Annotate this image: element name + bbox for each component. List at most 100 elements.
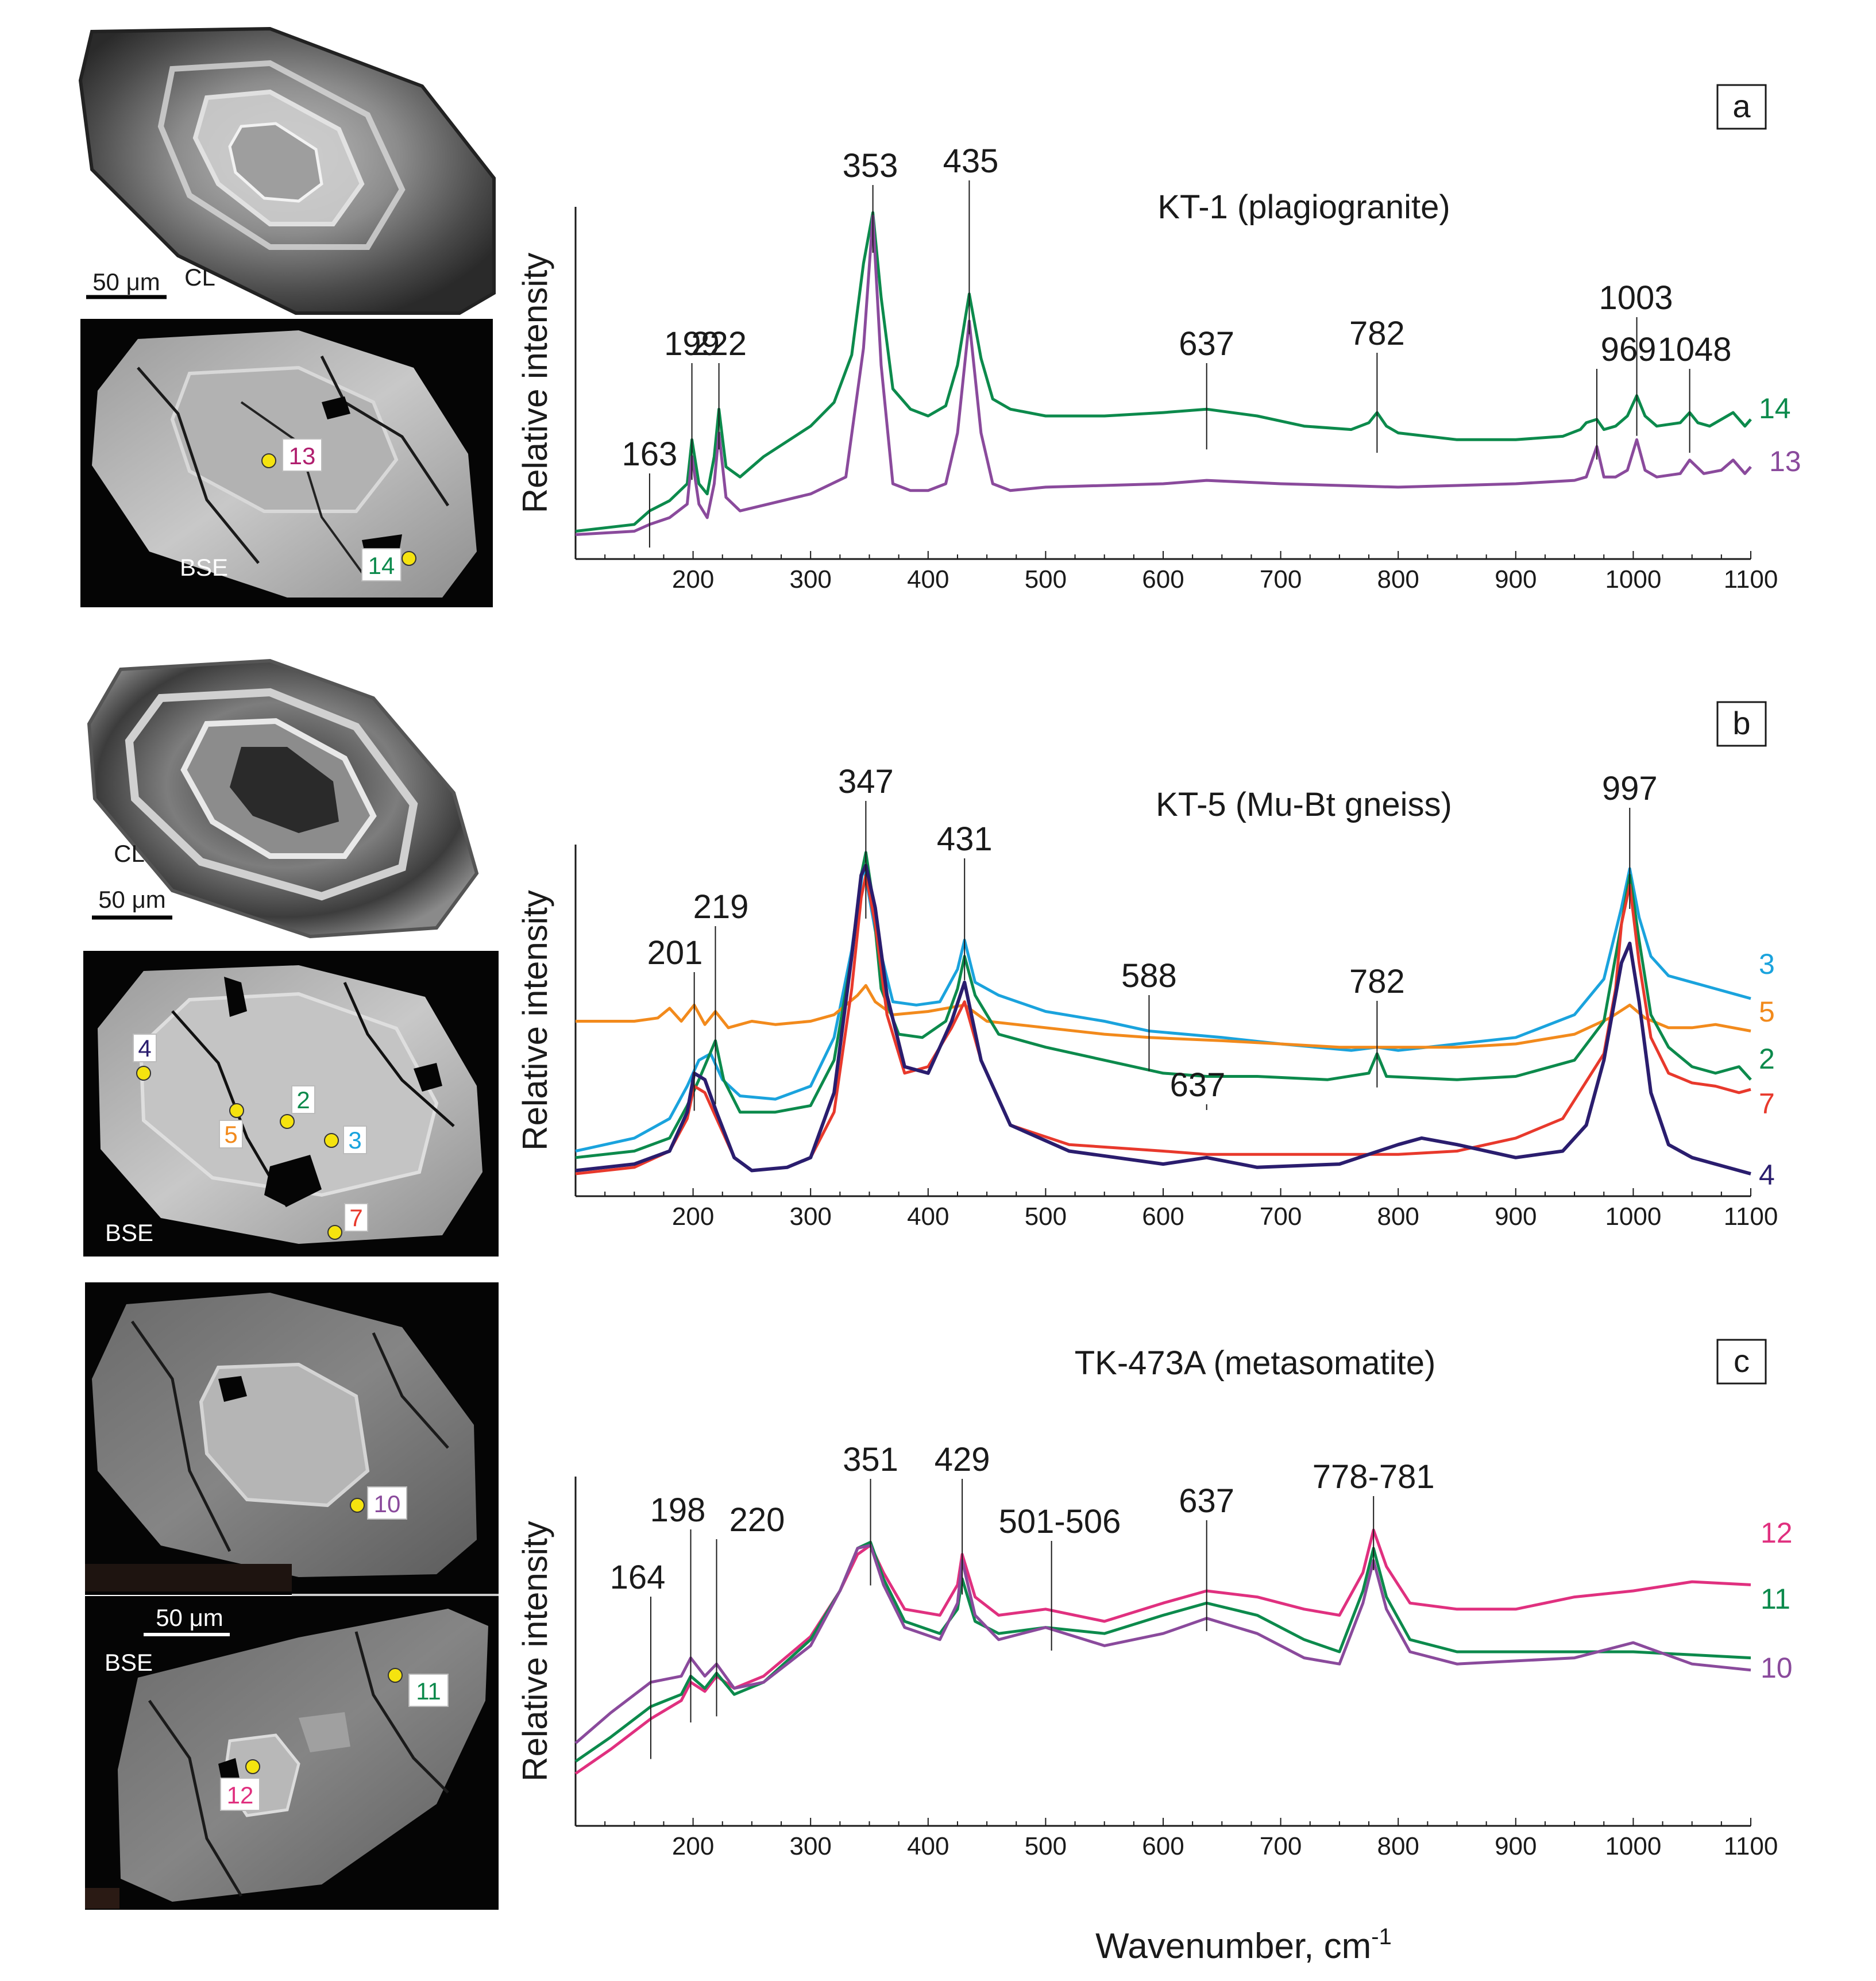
x-tick-label-b-800: 800	[1377, 1203, 1419, 1231]
spot-dot-5	[229, 1103, 244, 1118]
series-line-a-13	[575, 214, 1752, 536]
annotation-label-b-201: 201	[647, 934, 703, 972]
scale-banner-c	[85, 1564, 292, 1591]
spot-label-4: 4	[138, 1035, 151, 1062]
series-line-b-2	[575, 851, 1752, 1159]
spot-11: 11	[388, 1668, 449, 1707]
annotation-label-c-779: 778-781	[1313, 1458, 1435, 1496]
x-tick-label-a-800: 800	[1377, 565, 1419, 593]
spot-dot-7	[327, 1225, 342, 1240]
annotation-label-c-637: 637	[1179, 1482, 1234, 1520]
x-tick-label-c-1100: 1100	[1724, 1832, 1778, 1860]
x-tick-label-c-800: 800	[1377, 1832, 1419, 1860]
x-tick-label-a-1100: 1100	[1724, 565, 1778, 593]
annotation-label-a-782: 782	[1349, 315, 1405, 352]
spot-dot-10	[350, 1498, 365, 1513]
spot-label-14: 14	[368, 552, 395, 579]
spot-label-5: 5	[224, 1121, 237, 1148]
x-tick-label-b-200: 200	[672, 1203, 714, 1231]
x-tick-label-a-200: 200	[672, 565, 714, 593]
spot-label-box-14	[361, 548, 402, 581]
x-axis-label: Wavenumber, cm-1	[1095, 1924, 1392, 1966]
spot-label-box-4	[133, 1034, 157, 1062]
series-label-b-2: 2	[1759, 1043, 1775, 1075]
annotation-label-a-435: 435	[943, 142, 999, 180]
series-label-c-11: 11	[1761, 1583, 1790, 1615]
spot-10: 10	[350, 1486, 407, 1520]
spot-14: 14	[361, 548, 416, 581]
annotation-label-b-588: 588	[1121, 957, 1177, 995]
series-line-a-14	[575, 211, 1752, 533]
x-tick-label-c-200: 200	[672, 1832, 714, 1860]
x-tick-label-b-400: 400	[907, 1203, 949, 1231]
bse-grain-b	[98, 965, 482, 1244]
chart-title-a: KT-1 (plagiogranite)	[1157, 188, 1450, 226]
panel-letter-box-b	[1716, 701, 1767, 747]
annotation-label-a-1048: 1048	[1657, 331, 1731, 368]
x-tick-label-c-600: 600	[1142, 1832, 1184, 1860]
spot-label-box-3	[343, 1126, 367, 1154]
x-tick-label-b-500: 500	[1025, 1203, 1067, 1231]
image-panel-a: 50 μm CL BSE 13 14	[78, 26, 496, 607]
cl-label-b: CL	[114, 840, 145, 867]
x-tick-label-a-600: 600	[1142, 565, 1184, 593]
scale-label-a: 50 μm	[92, 268, 160, 295]
annotation-label-b-637: 637	[1170, 1066, 1226, 1104]
scale-label-c: 50 μm	[156, 1604, 223, 1631]
x-tick-label-a-900: 900	[1495, 565, 1537, 593]
annotation-label-a-637: 637	[1179, 325, 1234, 363]
spot-7: 7	[327, 1203, 368, 1240]
spot-dot-12	[245, 1759, 260, 1774]
spot-label-13: 13	[289, 442, 316, 469]
series-label-c-10: 10	[1761, 1652, 1793, 1684]
annotation-label-a-163: 163	[622, 435, 678, 473]
x-tick-label-b-700: 700	[1260, 1203, 1302, 1231]
panel-letter-box-c	[1716, 1339, 1767, 1385]
spot-label-11: 11	[416, 1678, 441, 1705]
spot-3: 3	[324, 1126, 367, 1154]
annotation-label-c-198: 198	[650, 1491, 706, 1529]
series-label-a-14: 14	[1759, 392, 1791, 425]
annotation-label-a-353: 353	[843, 147, 898, 184]
annotation-label-b-431: 431	[937, 820, 993, 858]
series-label-b-3: 3	[1759, 948, 1775, 980]
spot-dot-3	[324, 1133, 339, 1148]
spot-label-10: 10	[374, 1490, 401, 1517]
spot-label-12: 12	[227, 1782, 254, 1809]
cl-label-a: CL	[184, 264, 215, 291]
x-tick-label-b-1000: 1000	[1605, 1203, 1661, 1231]
x-tick-label-a-500: 500	[1025, 565, 1067, 593]
y-axis-label-c: Relative intensity	[516, 1521, 554, 1782]
bse-label-c: BSE	[105, 1649, 153, 1676]
annotation-label-c-505: 501-506	[999, 1503, 1121, 1540]
spot-label-box-7	[344, 1203, 368, 1232]
series-label-b-7: 7	[1759, 1088, 1775, 1120]
y-axis-label-b: Relative intensity	[516, 890, 554, 1151]
chart-panel-b: 200 300 400 500 600 700 800 900 1000 1100 Relative…	[516, 701, 1778, 1231]
annotation-label-c-164: 164	[610, 1559, 666, 1596]
corner-mark-c	[85, 1888, 119, 1909]
spot-dot-11	[388, 1668, 403, 1683]
spot-12: 12	[220, 1759, 260, 1811]
x-tick-label-b-300: 300	[789, 1203, 831, 1231]
x-tick-label-c-1000: 1000	[1605, 1832, 1661, 1860]
x-tick-label-c-900: 900	[1495, 1832, 1537, 1860]
spot-label-box-12	[220, 1778, 260, 1811]
panel-letter-box-a	[1716, 84, 1767, 130]
spot-dot-14	[402, 551, 416, 566]
series-label-c-12: 12	[1761, 1517, 1793, 1549]
spot-2: 2	[280, 1085, 315, 1129]
scale-bar-c	[144, 1633, 230, 1636]
x-axis-label-sup: -1	[1371, 1924, 1392, 1949]
series-line-b-4	[575, 864, 1751, 1176]
spot-label-box-11	[408, 1674, 449, 1707]
x-tick-label-b-900: 900	[1495, 1203, 1537, 1231]
x-tick-label-a-400: 400	[907, 565, 949, 593]
bse-label-a: BSE	[180, 554, 228, 581]
chart-title-c: TK-473A (metasomatite)	[1075, 1344, 1436, 1382]
spot-4: 4	[133, 1034, 157, 1081]
annotation-label-c-351: 351	[843, 1441, 898, 1478]
series-line-b-7	[575, 873, 1751, 1176]
series-label-b-4: 4	[1759, 1159, 1775, 1191]
chart-panel-a: 200 300 400 500 600 700 800 900 1000 1100 Relative…	[516, 84, 1801, 593]
